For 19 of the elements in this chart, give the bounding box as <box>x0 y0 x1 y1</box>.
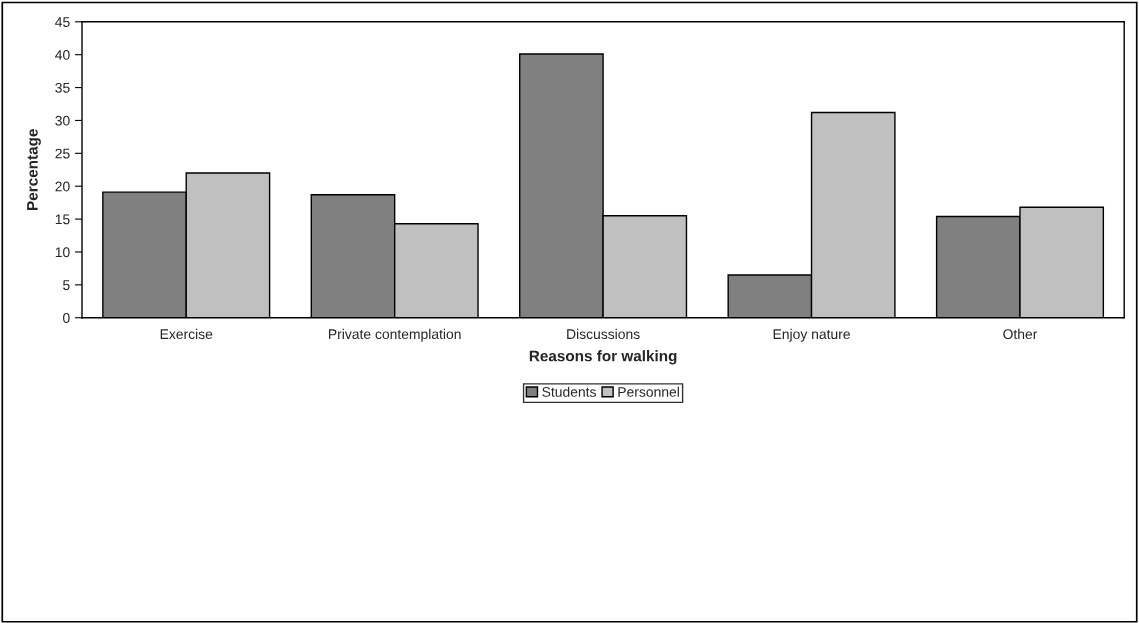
y-tick-label: 35 <box>55 82 70 93</box>
y-tick-label: 45 <box>55 17 70 27</box>
y-tick-label: 0 <box>63 313 70 323</box>
legend-label: Students <box>542 386 596 397</box>
x-tick-label: Discussions <box>567 328 640 340</box>
x-tick-label: Private contemplation <box>329 328 461 342</box>
y-tick-label: 25 <box>55 148 70 159</box>
y-tick-label: 40 <box>55 50 70 60</box>
y-tick-label: 30 <box>55 115 70 126</box>
y-tick-label: 20 <box>55 181 70 192</box>
x-tick-label: Exercise <box>160 328 213 340</box>
legend-label: Personnel <box>618 386 679 397</box>
y-tick-label: 5 <box>63 280 70 291</box>
y-tick-label: 15 <box>55 214 70 225</box>
x-tick-label: Other <box>1003 328 1038 340</box>
x-tick-label: Enjoy nature <box>773 328 850 342</box>
y-tick-label: 10 <box>55 247 70 258</box>
x-axis-title: Reasons for walking <box>529 350 677 365</box>
y-axis-title: Percentage <box>27 129 41 210</box>
